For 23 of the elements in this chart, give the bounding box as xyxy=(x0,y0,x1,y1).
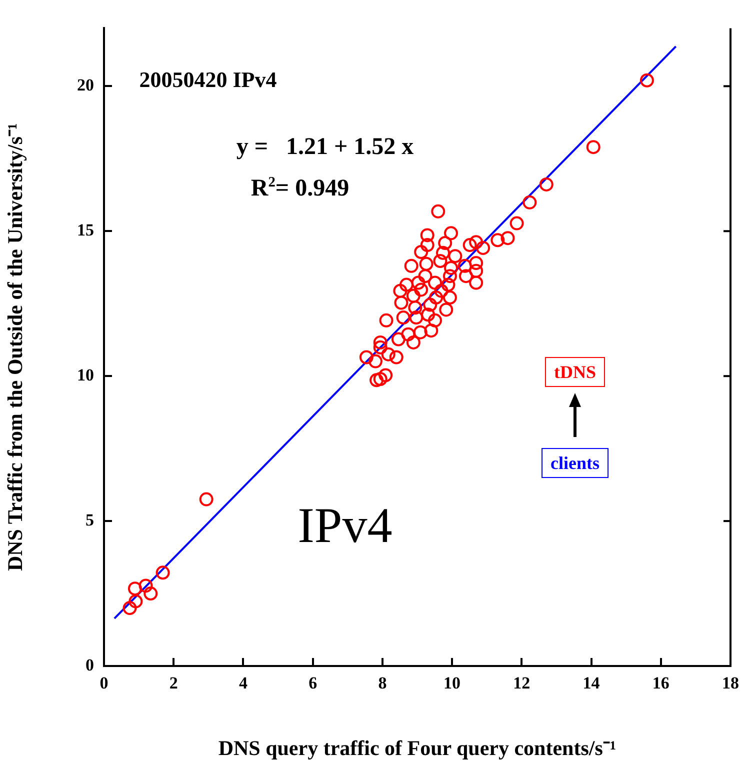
x-tick-label: 10 xyxy=(444,674,461,693)
y-tick-label: 20 xyxy=(77,76,94,95)
annotation: tDNS xyxy=(544,357,606,387)
y-axis-title: DNS Traffic from the Outside of the University/s⁻¹ xyxy=(3,123,28,572)
annotation: 20050420 IPv4 xyxy=(139,67,277,92)
x-tick-label: 0 xyxy=(100,674,108,693)
x-tick-label: 18 xyxy=(722,674,739,693)
y-tick-label: 15 xyxy=(77,220,94,240)
y-tick-label: 5 xyxy=(86,510,94,530)
x-tick-label: 2 xyxy=(169,674,178,693)
x-tick-label: 4 xyxy=(238,674,248,693)
y-tick-label: 10 xyxy=(77,365,94,384)
x-tick-label: 16 xyxy=(652,674,670,693)
x-tick-label: 8 xyxy=(378,674,387,693)
x-tick-label: 6 xyxy=(308,674,318,693)
y-tick-label: 0 xyxy=(86,655,94,674)
annotation: R$^{2}$= 0.949 xyxy=(250,174,350,202)
x-tick-label: 12 xyxy=(513,674,530,693)
x-tick-label: 14 xyxy=(582,674,600,693)
annotation: clients xyxy=(542,448,608,478)
annotation: y = 1.21 + 1.52 x xyxy=(236,134,414,160)
x-axis-title: DNS query traffic of Four query contents/s⁻¹ xyxy=(218,736,616,760)
annotation: IPv4 xyxy=(298,497,392,553)
